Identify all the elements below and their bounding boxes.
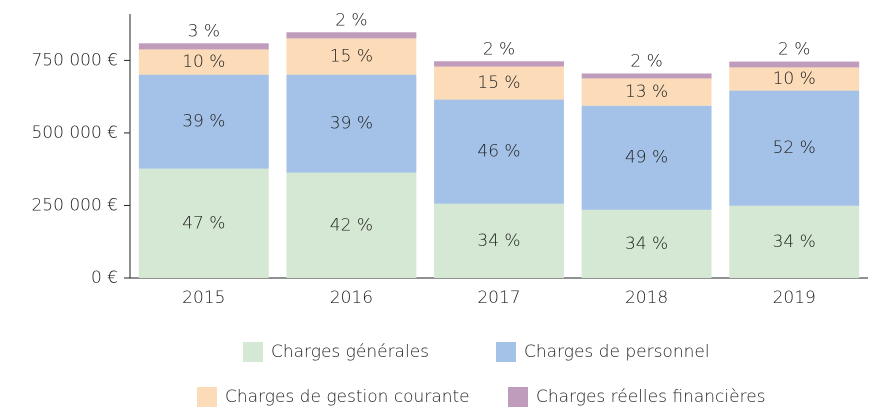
bar-segment [729,61,860,68]
bar-segment [138,74,269,169]
segment-label: 10 % [182,52,225,72]
segment-label: 2 % [630,51,662,71]
y-tick-label: 750 000 € [31,50,118,70]
segment-label: 46 % [477,142,520,162]
segment-label: 42 % [330,215,373,235]
bar-segment [581,105,712,210]
segment-label: 49 % [625,148,668,168]
legend-label: Charges réelles financières [536,387,766,407]
bar-segment [434,203,564,278]
segment-label: 52 % [773,138,816,158]
segment-label: 39 % [330,114,373,134]
segment-label: 47 % [182,213,225,233]
segment-label: 3 % [188,21,220,41]
legend-swatch [508,387,528,407]
y-tick-label: 250 000 € [31,195,118,215]
legend-label: Charges de personnel [524,342,710,362]
segment-label: 2 % [335,10,367,30]
bar-segment [434,66,564,100]
bar-segment [581,209,712,278]
x-tick-label: 2015 [182,288,225,308]
x-tick-label: 2019 [773,288,816,308]
segment-label: 2 % [483,39,515,59]
segment-label: 15 % [477,73,520,93]
segment-label: 13 % [625,82,668,102]
bar-segment [729,67,860,91]
bar-segment [729,205,860,278]
segment-label: 10 % [773,69,816,89]
segment-label: 2 % [778,40,810,60]
x-tick-label: 2016 [330,288,373,308]
bar-segment [286,74,417,173]
bar-segment [581,78,712,106]
bar-segment [138,43,269,50]
bar-segment [286,38,417,75]
segment-label: 34 % [773,232,816,252]
bar-segment [286,172,417,278]
legend-label: Charges de gestion courante [225,387,470,407]
bar-segment [286,32,417,39]
bar-segment [434,61,564,67]
legend-label: Charges générales [271,342,429,362]
y-tick-label: 500 000 € [31,123,118,143]
y-tick-label: 0 € [91,268,118,288]
x-tick-label: 2018 [625,288,668,308]
segment-label: 34 % [477,231,520,251]
bar-segment [138,49,269,75]
bar-segment [729,90,860,206]
bar-segment [138,168,269,278]
segment-label: 39 % [182,112,225,132]
legend-swatch [496,342,516,362]
x-tick-label: 2017 [477,288,520,308]
legend-swatch [243,342,263,362]
segment-label: 34 % [625,234,668,254]
bar-segment [434,99,564,204]
bar-segment [581,73,712,79]
segment-label: 15 % [330,47,373,67]
legend-swatch [197,387,217,407]
